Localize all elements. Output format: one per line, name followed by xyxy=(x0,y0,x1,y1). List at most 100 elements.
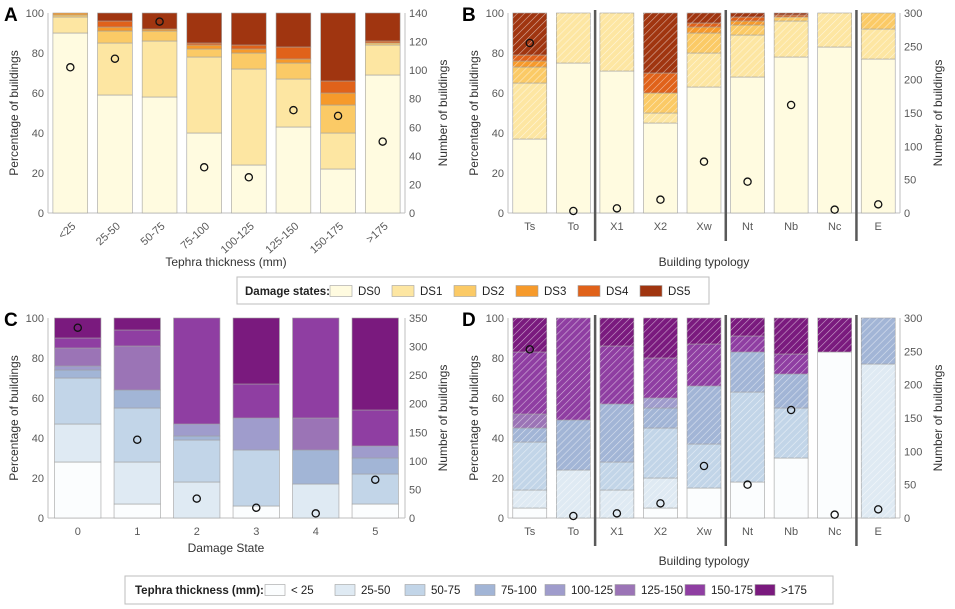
bar-hatch xyxy=(643,478,678,508)
bar-hatch xyxy=(687,33,721,53)
x-axis-label: Building typology xyxy=(659,255,750,269)
panel-c: C020406080100050100150200250300350Percen… xyxy=(4,310,450,555)
x-tick-label: Nc xyxy=(828,221,842,233)
bar-segment xyxy=(351,317,399,411)
x-axis-label: Tephra thickness (mm) xyxy=(165,255,286,269)
legend-ds-title: Damage states: xyxy=(245,286,330,298)
bar-segment xyxy=(275,12,312,48)
legend-swatch xyxy=(684,584,706,596)
x-tick-label: E xyxy=(875,526,882,538)
count-marker xyxy=(192,494,201,503)
bar-hatch xyxy=(599,404,634,462)
bar-hatch xyxy=(861,318,896,364)
y-tick-label: 0 xyxy=(38,208,44,220)
legend-label: 150-175 xyxy=(711,585,753,597)
y2-axis-label: Number of buildings xyxy=(436,60,450,167)
y-tick-label: 80 xyxy=(32,48,44,60)
bar-segment xyxy=(320,12,356,82)
legend-swatch xyxy=(639,285,663,297)
count-marker xyxy=(110,54,120,63)
bar-segment xyxy=(173,423,221,437)
bar-segment xyxy=(54,337,102,349)
bar-hatch xyxy=(599,490,634,518)
count-marker xyxy=(743,480,752,489)
bar-segment xyxy=(817,46,852,214)
count-marker xyxy=(525,345,535,354)
y2-tick-label: 80 xyxy=(409,94,421,106)
count-marker xyxy=(66,63,75,72)
bar-hatch xyxy=(774,17,809,21)
count-marker xyxy=(612,204,622,213)
x-tick-label: 0 xyxy=(75,526,81,538)
bar-hatch xyxy=(556,318,591,420)
count-marker xyxy=(873,200,883,209)
count-marker xyxy=(155,17,164,26)
bar-segment xyxy=(292,417,340,451)
y-tick-label: 20 xyxy=(32,168,44,180)
x-tick-label: 2 xyxy=(194,526,200,538)
y2-axis-label: Number of buildings xyxy=(436,365,450,472)
y-tick-label: 40 xyxy=(32,128,44,140)
count-marker xyxy=(569,511,578,521)
bar-segment xyxy=(231,52,267,70)
bar-segment xyxy=(351,409,399,447)
bar-hatch xyxy=(556,13,591,63)
x-tick-label: <25 xyxy=(56,220,78,241)
bar-segment xyxy=(275,46,312,60)
bar-hatch xyxy=(599,346,634,404)
panel-letter: D xyxy=(462,310,476,331)
x-tick-label: 100-125 xyxy=(219,220,257,256)
bar-hatch xyxy=(643,318,678,358)
x-tick-label: 50-75 xyxy=(139,220,168,248)
legend-label: < 25 xyxy=(291,585,314,597)
bar-hatch xyxy=(643,13,678,73)
bar-hatch xyxy=(512,318,547,352)
x-tick-label: 25-50 xyxy=(94,220,123,248)
x-tick-label: Nt xyxy=(742,221,753,233)
count-marker xyxy=(73,323,83,332)
bar-segment xyxy=(173,439,221,483)
x-tick-label: X2 xyxy=(654,221,667,233)
y2-tick-label: 350 xyxy=(409,313,427,325)
bar-segment xyxy=(231,48,267,54)
y-tick-label: 100 xyxy=(26,8,44,20)
count-marker xyxy=(743,177,752,186)
bar-hatch xyxy=(512,83,547,139)
x-tick-label: 75-100 xyxy=(179,220,212,252)
x-axis-label: Building typology xyxy=(659,554,750,568)
x-tick-label: >175 xyxy=(364,220,390,245)
bar-hatch xyxy=(643,428,678,478)
x-tick-label: Ts xyxy=(524,526,536,538)
y2-tick-label: 0 xyxy=(409,513,415,525)
bar-segment xyxy=(512,507,548,519)
bar-segment xyxy=(351,503,399,519)
count-marker xyxy=(699,157,709,166)
panel-a: A 0 20 40 60 80 100 0 20 40 60 80 100 120 140 Percentag… xyxy=(4,5,450,269)
legend-swatch xyxy=(474,584,496,596)
bar-segment xyxy=(52,32,89,214)
y2-tick-label: 50 xyxy=(409,484,421,496)
y-tick-label: 100 xyxy=(486,8,504,20)
bar-segment xyxy=(599,70,635,214)
legend-swatch xyxy=(754,584,776,596)
y-tick-label: 40 xyxy=(32,433,44,445)
bar-segment xyxy=(113,317,161,331)
bar-segment xyxy=(54,423,102,463)
bar-hatch xyxy=(817,13,852,47)
bar-hatch xyxy=(643,93,678,113)
legend-swatch xyxy=(264,584,286,596)
panel-b: B 0 20 40 60 80 100 0 50 100 150 200 250 300 Percentag… xyxy=(462,5,945,269)
count-marker xyxy=(289,105,298,115)
bar-segment xyxy=(364,44,401,76)
count-marker xyxy=(251,503,261,512)
legend-damage-states: Damage states: DS0 DS1 DS2 DS3 DS4 DS5 xyxy=(236,276,710,305)
legend-tephra: Tephra thickness (mm): < 25 25-50 50-75 75-… xyxy=(124,575,834,605)
y2-tick-label: 150 xyxy=(904,108,922,120)
bar-hatch xyxy=(817,318,852,352)
bar-hatch xyxy=(512,67,547,83)
bar-segment xyxy=(52,14,89,18)
bar-hatch xyxy=(687,23,721,27)
y-tick-label: 80 xyxy=(492,48,504,60)
y2-tick-label: 200 xyxy=(409,399,427,411)
bar-segment xyxy=(231,68,267,166)
